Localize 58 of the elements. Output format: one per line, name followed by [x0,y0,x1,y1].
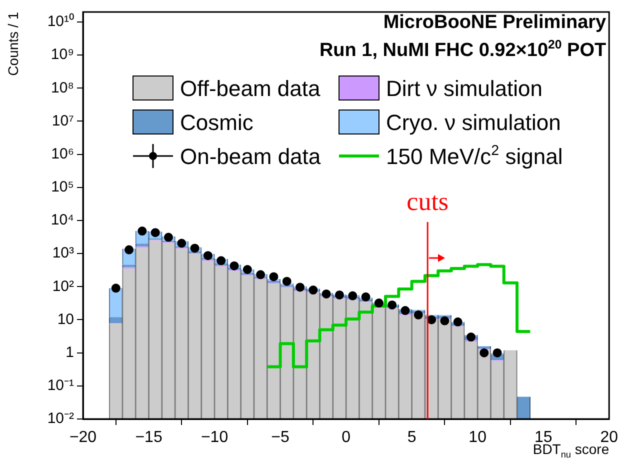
x-tick-label: 20 [600,429,618,446]
y-tick-label: 10⁻¹ [47,377,74,394]
point [138,226,147,236]
x-tick-label: 0 [342,429,351,446]
point [400,306,410,316]
point [414,310,423,320]
point [256,270,266,280]
point [348,291,358,300]
legend-label: Cosmic [180,110,254,135]
point [203,251,212,260]
point [150,228,160,238]
y-tick-label: 10⁵ [51,178,74,196]
y-tick-label: 10² [52,278,74,295]
y-tick-label: 10¹⁰ [47,13,74,30]
point [388,300,397,310]
y-tick-label: 10⁹ [50,46,74,64]
ref-line-label: cuts [406,187,449,216]
point [453,317,462,326]
legend-label: Off-beam data [180,76,321,101]
point [480,348,489,358]
x-tick-label: 10 [468,429,487,446]
y-tick-label: 10³ [52,244,74,262]
legend-label: On-beam data [180,144,322,169]
x-tick-label: −10 [200,429,228,446]
point [322,289,331,298]
y-tick-label: 10⁶ [51,145,74,162]
point [111,284,120,293]
legend-label: Cryo. ν simulation [386,110,561,135]
x-tick-label: −15 [135,429,162,446]
point [440,316,450,326]
y-tick-label: 10⁻² [47,410,74,428]
x-tick-label: 5 [407,429,416,446]
y-axis-title: Counts / 1 [5,12,21,76]
point [334,290,344,300]
legend-label: Dirt ν simulation [386,76,542,101]
point [466,332,476,342]
y-tick-label: 10⁸ [50,79,74,96]
point [230,261,239,270]
point [164,232,173,242]
point [177,238,186,248]
x-tick-label: −20 [69,429,97,446]
chart-title: MicroBooNE Preliminary [383,12,607,33]
point [124,245,134,254]
point [269,272,278,282]
point [282,276,292,286]
point [361,292,370,302]
point [242,265,252,274]
point [374,298,384,308]
point [308,286,318,295]
point [216,256,226,266]
point [492,348,502,358]
point [296,282,305,292]
y-tick-label: 10⁷ [52,112,74,130]
y-tick-label: 10 [57,310,74,328]
point [190,244,200,253]
y-tick-label: 10⁴ [50,212,74,229]
y-tick-label: 1 [66,344,74,361]
x-tick-label: −5 [271,429,290,446]
